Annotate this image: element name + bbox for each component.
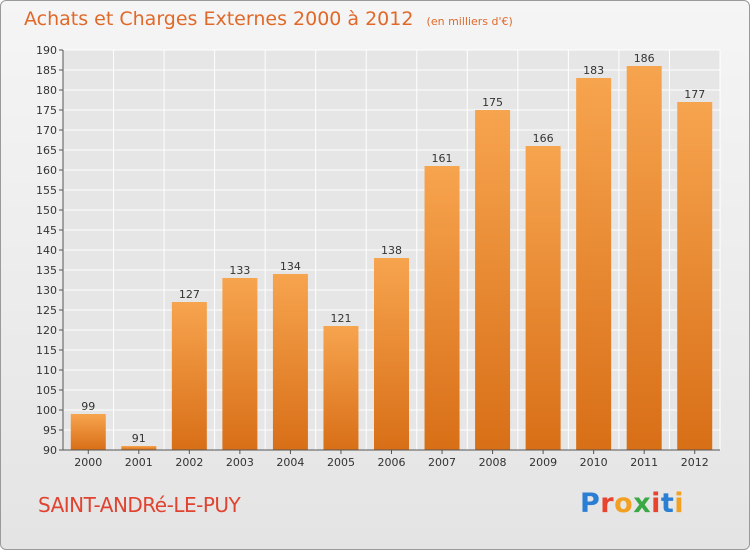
bar-2012[interactable] bbox=[677, 102, 713, 450]
y-tick-label: 175 bbox=[36, 104, 57, 117]
data-label-2004: 134 bbox=[280, 260, 301, 273]
logo-letter: x bbox=[633, 488, 652, 519]
x-tick-label-2010: 2010 bbox=[580, 456, 608, 469]
bar-2010[interactable] bbox=[576, 78, 612, 450]
logo-letter: P bbox=[580, 488, 601, 519]
bar-2004[interactable] bbox=[272, 274, 308, 450]
data-label-2003: 133 bbox=[229, 264, 250, 277]
y-tick-label: 100 bbox=[36, 404, 57, 417]
x-tick-label-2009: 2009 bbox=[529, 456, 557, 469]
x-axis: 2000 2001 2002 2003 2004 2005 2006 2007 2008 2009… bbox=[63, 449, 720, 469]
x-tick-label-2006: 2006 bbox=[378, 456, 406, 469]
y-tick-label: 120 bbox=[36, 324, 57, 337]
bar-2001[interactable] bbox=[121, 446, 157, 450]
y-tick-label: 145 bbox=[36, 224, 57, 237]
x-tick-label-2003: 2003 bbox=[226, 456, 254, 469]
bar-2002[interactable] bbox=[171, 302, 207, 450]
x-tick-label-2004: 2004 bbox=[276, 456, 304, 469]
bars-layer bbox=[70, 66, 713, 450]
data-label-2012: 177 bbox=[684, 88, 705, 101]
data-label-2000: 99 bbox=[81, 400, 95, 413]
data-label-2007: 161 bbox=[432, 152, 453, 165]
y-tick-label: 115 bbox=[36, 344, 57, 357]
y-tick-label: 130 bbox=[36, 284, 57, 297]
x-tick-label-2000: 2000 bbox=[74, 456, 102, 469]
bar-2006[interactable] bbox=[374, 258, 409, 450]
bar-2005[interactable] bbox=[323, 326, 359, 450]
title-row: Achats et Charges Externes 2000 à 2012 (… bbox=[24, 8, 513, 30]
logo-letter: i bbox=[674, 488, 685, 519]
y-tick-label: 170 bbox=[36, 124, 57, 137]
y-tick-label: 110 bbox=[36, 364, 57, 377]
y-tick-label: 190 bbox=[36, 44, 57, 57]
data-label-2009: 166 bbox=[533, 132, 554, 145]
y-tick-label: 165 bbox=[36, 144, 57, 157]
y-axis: 90 95 100 105 110 115 120 125 130 135 140 145 150 155… bbox=[36, 44, 64, 457]
chart-unit-label: (en milliers d'€) bbox=[426, 15, 513, 28]
logo-letter: t bbox=[660, 488, 675, 519]
logo-letter: r bbox=[600, 488, 615, 519]
data-label-2011: 186 bbox=[634, 52, 655, 65]
data-label-2001: 91 bbox=[132, 432, 146, 445]
x-tick-label-2007: 2007 bbox=[428, 456, 456, 469]
x-tick-label-2001: 2001 bbox=[125, 456, 153, 469]
y-tick-label: 150 bbox=[36, 204, 57, 217]
bar-2011[interactable] bbox=[626, 66, 662, 450]
y-tick-label: 135 bbox=[36, 264, 57, 277]
y-tick-label: 160 bbox=[36, 164, 57, 177]
logo-letter: o bbox=[614, 488, 634, 519]
y-tick-label: 155 bbox=[36, 184, 57, 197]
x-tick-label-2012: 2012 bbox=[681, 456, 709, 469]
y-tick-label: 140 bbox=[36, 244, 57, 257]
data-label-2006: 138 bbox=[381, 244, 402, 257]
y-tick-label: 125 bbox=[36, 304, 57, 317]
y-tick-label: 185 bbox=[36, 64, 57, 77]
bar-2009[interactable] bbox=[525, 146, 561, 450]
bar-2000[interactable] bbox=[70, 414, 106, 450]
y-tick-label: 180 bbox=[36, 84, 57, 97]
x-tick-label-2011: 2011 bbox=[630, 456, 658, 469]
logo-letter: i bbox=[651, 488, 661, 519]
x-tick-label-2005: 2005 bbox=[327, 456, 355, 469]
bar-2007[interactable] bbox=[424, 166, 460, 450]
data-label-2010: 183 bbox=[583, 64, 604, 77]
y-tick-label: 90 bbox=[43, 444, 57, 457]
bar-2003[interactable] bbox=[222, 278, 258, 450]
labels-layer: 99 91 127 133 134 121 138 161 175 166 183 186 177 bbox=[81, 52, 705, 445]
x-tick-label-2002: 2002 bbox=[175, 456, 203, 469]
data-label-2008: 175 bbox=[482, 96, 503, 109]
data-label-2005: 121 bbox=[330, 312, 351, 325]
bar-2008[interactable] bbox=[475, 110, 511, 450]
place-name: SAINT-ANDRé-LE-PUY bbox=[38, 493, 241, 517]
data-label-2002: 127 bbox=[179, 288, 200, 301]
chart-title: Achats et Charges Externes 2000 à 2012 bbox=[24, 8, 414, 30]
y-tick-label: 95 bbox=[43, 424, 57, 437]
y-tick-label: 105 bbox=[36, 384, 57, 397]
proxiti-logo[interactable]: Proxiti bbox=[580, 488, 684, 519]
x-tick-label-2008: 2008 bbox=[479, 456, 507, 469]
